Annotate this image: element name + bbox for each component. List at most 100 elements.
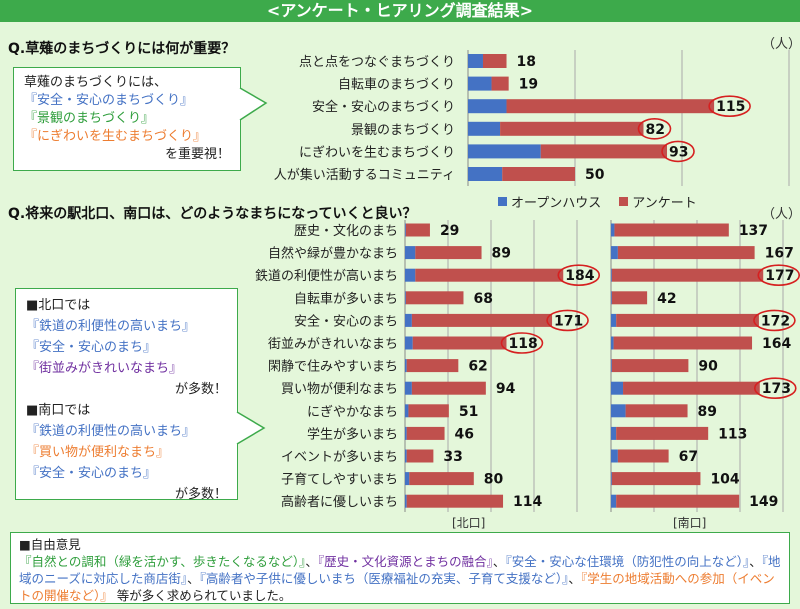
bar-survey: [625, 404, 688, 418]
highlight-circle: [500, 332, 544, 354]
q2-unit: （人）: [762, 207, 800, 222]
category-label: 学生が多いまち: [307, 426, 398, 442]
bar-open-house: [611, 494, 617, 508]
bar-survey: [408, 404, 449, 418]
bar-open-house: [405, 404, 409, 418]
category-label: 点と点をつなぐまちづくり: [299, 55, 455, 70]
data-label: 94: [496, 381, 516, 397]
free-opinions-box: ■自由意見 『自然との調和（緑を活かす、歩きたくなるなど）』、『歴史・文化資源と…: [10, 532, 790, 604]
free-text: 『自然との調和（緑を活かす、歩きたくなるなど）』、 『歴史・文化資源とまちの融合』…: [19, 553, 781, 604]
bar-survey: [611, 472, 701, 486]
q1-callout-line: 草薙のまちづくりには、: [24, 75, 168, 90]
free-text-part: 『自然との調和（緑を活かす、歩きたくなるなど）』: [19, 554, 306, 569]
q1-callout-item: 『安全・安心のまちづくり』: [24, 93, 194, 108]
category-label: 閑静で住みやすいまち: [268, 360, 398, 375]
highlight-circle: [661, 140, 695, 163]
category-label: 歴史・文化のまち: [294, 224, 398, 239]
legend-open-house: オープンハウス: [511, 196, 602, 211]
data-label: 82: [645, 122, 664, 138]
bar-open-house: [405, 494, 407, 508]
q1-question: Q.草薙のまちづくりには何が重要？: [8, 41, 236, 57]
bar-survey: [415, 246, 482, 260]
data-label: 115: [716, 99, 745, 115]
bar-survey: [616, 426, 709, 440]
category-label: 子育てしやすいまち: [281, 472, 398, 488]
bar-open-house: [405, 359, 407, 373]
data-label: 62: [468, 359, 487, 375]
title-banner: <アンケート・ヒアリング調査結果>: [0, 0, 800, 22]
free-text-part: 『安全・安心な住環境（防犯性の向上など）』: [505, 554, 750, 569]
free-text-part: 等が多く求められていました。: [112, 588, 292, 603]
data-label: 164: [762, 336, 791, 352]
south-tail: が多数！: [174, 487, 227, 502]
bar-survey: [540, 144, 668, 159]
data-label: 177: [765, 268, 794, 284]
bar-open-house: [611, 381, 624, 395]
highlight-circle: [546, 309, 589, 332]
bar-survey: [405, 223, 430, 237]
north-tail: が多数！: [174, 382, 227, 397]
data-label: 46: [455, 426, 474, 442]
bar-survey: [406, 359, 459, 373]
bar-survey: [406, 426, 445, 440]
bar-open-house: [405, 246, 416, 260]
bar-open-house: [405, 449, 407, 463]
bar-survey: [613, 336, 753, 350]
south-item: 『買い物が便利なまち』: [26, 445, 170, 460]
data-label: 51: [459, 404, 478, 420]
bar-open-house: [468, 54, 483, 68]
bar-survey: [611, 359, 689, 373]
data-label: 171: [554, 313, 583, 329]
data-label: 68: [473, 291, 492, 307]
q2-question: Q.将来の駅北口、南口は、どのようなまちになっていくと良い？: [8, 206, 417, 222]
q1-callout-tail: を重要視！: [164, 147, 230, 162]
data-label: 19: [519, 77, 538, 93]
data-label: 90: [698, 359, 718, 375]
data-label: 137: [739, 223, 768, 239]
bar-open-house: [405, 291, 406, 305]
bar-survey: [405, 291, 464, 305]
data-label: 89: [492, 246, 511, 262]
bar-open-house: [468, 99, 507, 114]
south-head: ■南口では: [26, 403, 91, 418]
category-label: にぎやかなまち: [307, 405, 398, 420]
bar-open-house: [405, 223, 406, 237]
free-text-part: 『学生の地域活動への参加（イベントの開催など）』: [19, 571, 775, 603]
category-label: 景観のまちづくり: [351, 123, 455, 138]
q1-callout: 草薙のまちづくりには、 『安全・安心のまちづくり』 『景観のまちづくり』 『にぎ…: [13, 67, 241, 171]
free-text-part: 、: [187, 571, 200, 586]
data-label: 173: [762, 381, 791, 397]
bar-survey: [409, 472, 474, 486]
bar-survey: [406, 494, 504, 508]
bar-survey: [616, 494, 740, 508]
bar-open-house: [611, 336, 614, 350]
data-label: 149: [749, 494, 778, 510]
q1-callout-item: 『にぎわいを生むまちづくり』: [24, 129, 207, 144]
q2-callout-arrow: [236, 411, 266, 445]
bar-open-house: [611, 246, 618, 260]
bar-survey: [491, 76, 509, 91]
bar-survey: [406, 449, 434, 463]
bar-open-house: [468, 76, 492, 91]
data-label: 104: [710, 472, 739, 488]
category-label: 買い物が便利なまち: [281, 382, 398, 397]
legend-survey: アンケート: [632, 196, 697, 211]
bar-survey: [614, 223, 729, 237]
legend-swatch-survey: [619, 197, 629, 206]
free-text-part: 『歴史・文化資源とまちの融合』: [317, 554, 493, 569]
highlight-circle: [753, 309, 796, 332]
highlight-circle: [753, 377, 797, 400]
data-label: 93: [669, 144, 688, 160]
legend: オープンハウス アンケート: [498, 192, 697, 211]
bar-open-house: [611, 449, 618, 463]
bar-open-house: [611, 291, 612, 305]
bar-open-house: [468, 121, 501, 136]
bar-open-house: [405, 268, 416, 282]
bar-survey: [623, 381, 760, 395]
bar-survey: [617, 449, 669, 463]
bar-survey: [506, 99, 715, 114]
bar-open-house: [611, 223, 615, 237]
bar-open-house: [405, 336, 413, 350]
data-label: 50: [585, 167, 605, 183]
